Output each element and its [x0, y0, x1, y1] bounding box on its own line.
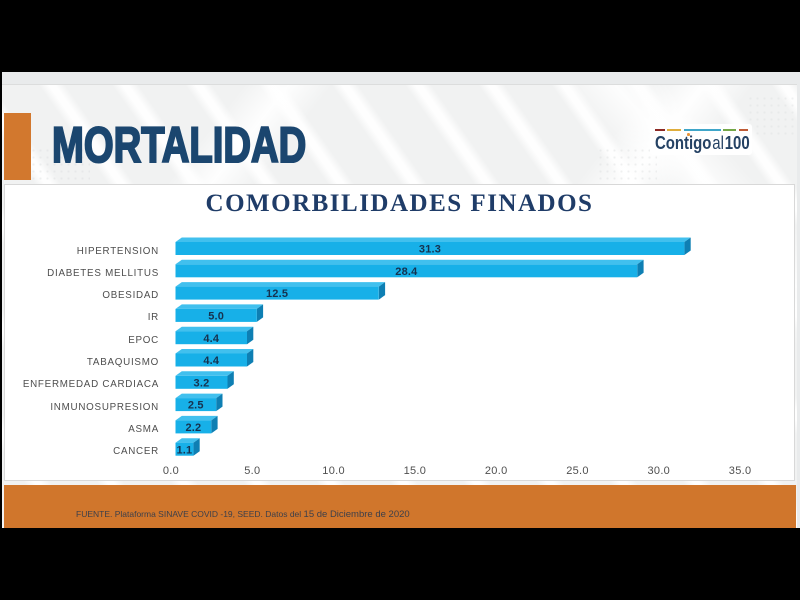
svg-text:1.1: 1.1 [176, 444, 192, 456]
svg-text:12.5: 12.5 [266, 288, 288, 300]
svg-text:28.4: 28.4 [395, 266, 418, 278]
svg-text:2.5: 2.5 [188, 400, 204, 412]
svg-text:2.2: 2.2 [185, 422, 201, 434]
svg-text:4.4: 4.4 [203, 333, 220, 345]
svg-text:5.0: 5.0 [208, 311, 224, 323]
svg-text:31.3: 31.3 [419, 244, 441, 256]
svg-text:3.2: 3.2 [194, 377, 210, 389]
svg-text:4.4: 4.4 [203, 355, 220, 367]
